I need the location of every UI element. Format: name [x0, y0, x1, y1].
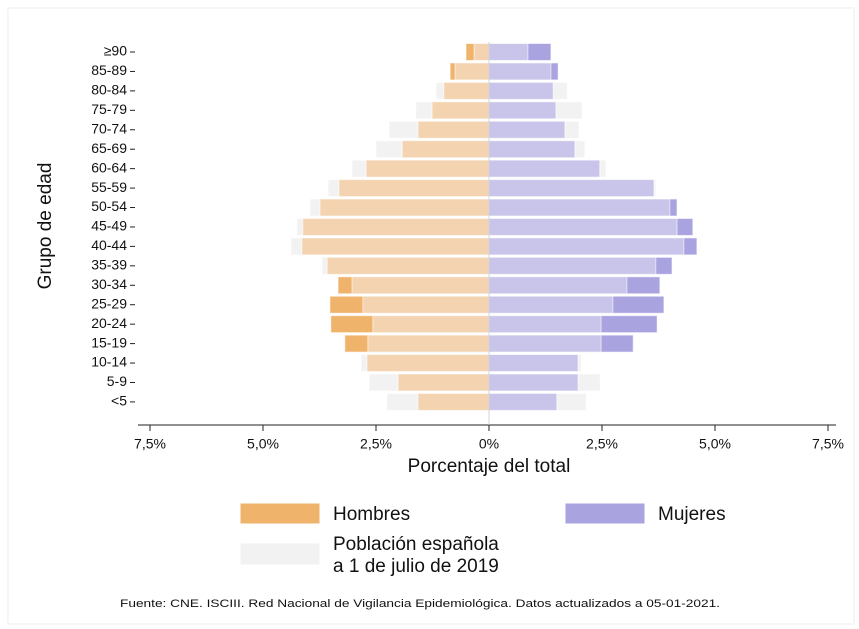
y-tick-label: 15-19: [91, 334, 127, 350]
legend-label: Hombres: [333, 504, 410, 525]
overlap-bar: [401, 140, 490, 159]
overlap-bar: [488, 334, 602, 353]
overlap-bar: [351, 276, 490, 295]
y-tick-label: 30-34: [91, 276, 127, 292]
frame: [7, 7, 855, 625]
y-tick-label: 75-79: [91, 101, 127, 117]
overlap-bar: [488, 256, 657, 275]
y-tick-label: ≥90: [104, 43, 127, 59]
y-tick-label: 65-69: [91, 140, 127, 156]
y-tick-label: 50-54: [91, 198, 127, 214]
y-tick-label: 70-74: [91, 120, 127, 136]
x-tick-label: 7,5%: [134, 436, 166, 452]
y-tick-label: 40-44: [91, 237, 127, 253]
x-tick-label: 5,0%: [247, 436, 279, 452]
y-tick-label: 5-9: [107, 373, 127, 389]
overlap-bar: [417, 392, 490, 411]
overlap-bar: [488, 81, 554, 100]
overlap-bar: [488, 392, 558, 411]
y-tick-label: 55-59: [91, 179, 127, 195]
overlap-bar: [326, 256, 490, 275]
overlap-bar: [488, 295, 614, 314]
overlap-bar: [488, 276, 628, 295]
legend-swatch: [564, 502, 646, 525]
overlap-bar: [301, 237, 490, 256]
overlap-bar: [488, 315, 602, 334]
x-tick-label: 0%: [479, 436, 499, 452]
legend-label: Población española: [333, 534, 499, 555]
overlap-bar: [372, 315, 490, 334]
x-axis-label: Porcentaje del total: [408, 456, 571, 477]
overlap-bar: [488, 62, 552, 81]
legend-swatch: [239, 502, 321, 525]
x-tick-label: 5,0%: [699, 436, 731, 452]
overlap-bar: [417, 120, 490, 139]
legend-label: a 1 de julio de 2019: [333, 556, 499, 577]
source: Fuente: CNE. ISCIII. Red Nacional de Vig…: [120, 598, 720, 610]
y-tick-label: 25-29: [91, 295, 127, 311]
x-tick-label: 2,5%: [360, 436, 392, 452]
y-tick-label: <5: [111, 393, 127, 409]
overlap-bar: [397, 373, 490, 392]
overlap-bar: [473, 43, 490, 61]
overlap-bar: [367, 334, 490, 353]
overlap-bar: [431, 101, 490, 120]
overlap-bar: [443, 81, 490, 100]
overlap-bar: [319, 198, 490, 217]
overlap-bar: [488, 120, 566, 139]
overlap-bar: [454, 62, 490, 81]
overlap-bar: [488, 198, 671, 217]
overlap-bar: [488, 217, 678, 236]
overlap-bar: [488, 159, 601, 178]
overlap-bar: [488, 237, 685, 256]
legend-swatch: [239, 542, 321, 566]
y-tick-label: 35-39: [91, 257, 127, 273]
y-tick-label: 60-64: [91, 159, 127, 175]
y-tick-label: 10-14: [91, 354, 127, 370]
overlap-bar: [488, 179, 655, 198]
y-axis-label: Grupo de edad: [35, 163, 56, 290]
y-tick-label: 20-24: [91, 315, 127, 331]
overlap-bar: [488, 354, 579, 373]
x-tick-label: 2,5%: [586, 436, 618, 452]
y-tick-label: 45-49: [91, 218, 127, 234]
overlap-bar: [488, 373, 579, 392]
overlap-bar: [488, 101, 557, 120]
y-tick-label: 80-84: [91, 82, 127, 98]
overlap-bar: [338, 179, 490, 198]
overlap-bar: [365, 159, 490, 178]
overlap-bar: [302, 217, 490, 236]
overlap-bar: [362, 295, 490, 314]
overlap-bar: [366, 354, 490, 373]
legend-label: Mujeres: [658, 504, 726, 525]
overlap-bar: [488, 43, 529, 61]
overlap-bar: [488, 140, 576, 159]
y-tick-label: 85-89: [91, 62, 127, 78]
x-tick-label: 7,5%: [812, 436, 844, 452]
